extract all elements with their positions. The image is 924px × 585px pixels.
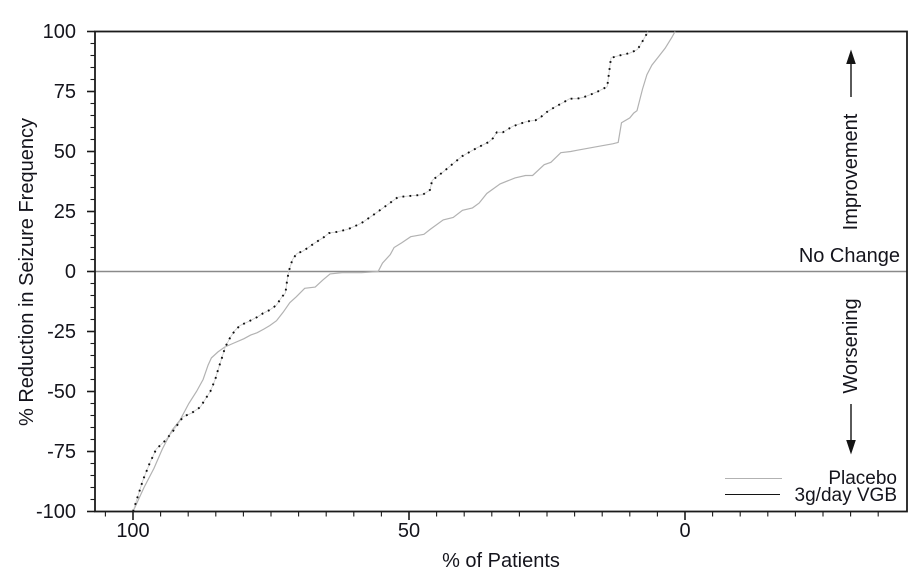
legend-swatch-placebo-line xyxy=(725,478,782,479)
legend-item-vgb: 3g/day VGB xyxy=(794,485,897,506)
y-tick-label: 25 xyxy=(53,200,76,223)
vgb-curve xyxy=(132,31,649,512)
y-tick-label: -75 xyxy=(47,440,76,463)
x-tick-label: 0 xyxy=(679,520,691,542)
x-tick-label: 100 xyxy=(116,520,150,542)
improvement-label: Improvement xyxy=(840,113,862,231)
x-tick-label: 50 xyxy=(397,520,421,542)
worsening-arrow-icon xyxy=(846,404,856,455)
axis-ticks xyxy=(87,30,879,520)
worsening-label: Worsening xyxy=(840,298,862,394)
y-tick-label: 50 xyxy=(53,140,76,163)
legend-item-placebo: Placebo xyxy=(828,468,897,489)
improvement-arrow-icon xyxy=(846,49,856,97)
y-tick-label: 0 xyxy=(64,260,76,283)
no-change-label: No Change xyxy=(798,245,900,267)
legend-swatch-vgb-line xyxy=(725,494,780,495)
y-tick-label: -100 xyxy=(35,500,76,523)
placebo-curve xyxy=(132,31,676,512)
x-axis-title: % of Patients xyxy=(442,550,560,572)
y-tick-label: -50 xyxy=(47,380,76,403)
y-tick-label: 75 xyxy=(53,80,76,103)
y-tick-label: -25 xyxy=(47,320,76,343)
y-tick-label: 100 xyxy=(42,20,76,43)
